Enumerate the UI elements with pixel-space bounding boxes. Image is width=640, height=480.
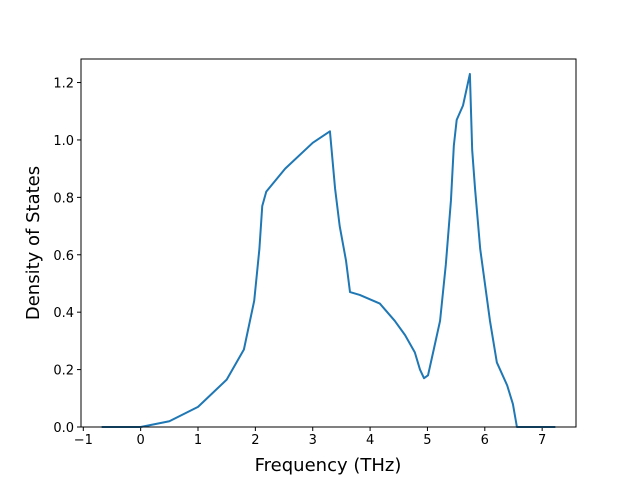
x-tick-label: 3 bbox=[309, 433, 317, 448]
x-tick-label: 1 bbox=[194, 433, 202, 448]
x-tick-label: −1 bbox=[74, 433, 93, 448]
x-tick-label: 0 bbox=[137, 433, 145, 448]
y-tick-label: 0.8 bbox=[53, 191, 74, 206]
x-axis-label: Frequency (THz) bbox=[255, 455, 402, 476]
y-axis-label: Density of States bbox=[23, 166, 44, 320]
x-tick-label: 6 bbox=[481, 433, 489, 448]
x-tick-label: 2 bbox=[251, 433, 259, 448]
x-tick-label: 4 bbox=[366, 433, 374, 448]
y-tick-label: 0.2 bbox=[53, 364, 74, 379]
y-tick-label: 1.0 bbox=[53, 134, 74, 149]
y-tick-label: 1.2 bbox=[53, 77, 74, 92]
y-tick-label: 0.6 bbox=[53, 249, 74, 264]
x-tick-label: 7 bbox=[538, 433, 546, 448]
y-tick-label: 0.0 bbox=[53, 421, 74, 436]
line-series bbox=[101, 72, 556, 428]
y-tick-label: 0.4 bbox=[53, 306, 74, 321]
axes-frame bbox=[80, 58, 577, 428]
x-tick-label: 5 bbox=[423, 433, 431, 448]
